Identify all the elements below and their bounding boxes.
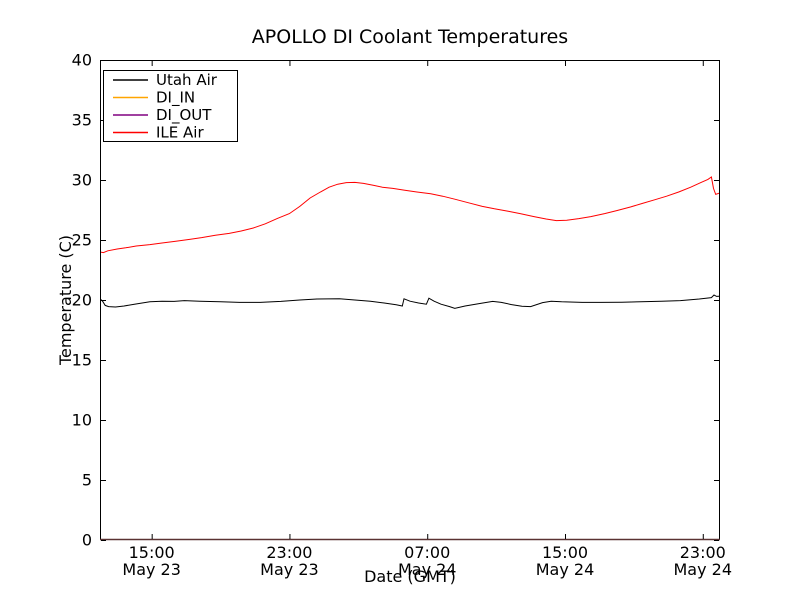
x-tick-time-label: 15:00 <box>129 543 175 562</box>
plot-series <box>100 176 720 540</box>
legend-frame <box>103 70 238 142</box>
plot-spines <box>100 60 720 541</box>
y-tick-label: 35 <box>72 111 92 130</box>
y-tick-label: 30 <box>72 171 92 190</box>
x-tick-time-label: 23:00 <box>680 543 726 562</box>
series-line-utah-air <box>100 294 720 309</box>
legend-label: Utah Air <box>156 71 218 89</box>
x-tick-time-label: 15:00 <box>542 543 588 562</box>
y-tick-label: 20 <box>72 291 92 310</box>
x-tick-date-label: May 24 <box>398 560 457 579</box>
axis-ticks <box>101 60 719 541</box>
x-axis-label: Date (GMT) <box>364 567 456 586</box>
y-axis-label: Temperature (C) <box>56 235 75 366</box>
y-tick-label: 25 <box>72 231 92 250</box>
x-tick-date-label: May 23 <box>122 560 181 579</box>
x-tick-time-label: 23:00 <box>266 543 312 562</box>
y-tick-label: 0 <box>82 531 92 550</box>
x-tick-date-label: May 24 <box>536 560 595 579</box>
y-tick-label: 40 <box>72 51 92 70</box>
x-tick-time-label: 07:00 <box>404 543 450 562</box>
y-tick-label: 15 <box>72 351 92 370</box>
y-tick-label: 5 <box>82 471 92 490</box>
y-tick-label: 10 <box>72 411 92 430</box>
x-tick-date-label: May 23 <box>260 560 319 579</box>
legend-label: DI_OUT <box>156 106 212 125</box>
series-line-ile-air <box>100 176 720 254</box>
legend-label: DI_IN <box>156 89 195 108</box>
legend-label: ILE Air <box>156 124 204 142</box>
x-tick-date-label: May 24 <box>674 560 733 579</box>
chart-title: APOLLO DI Coolant Temperatures <box>252 26 568 48</box>
